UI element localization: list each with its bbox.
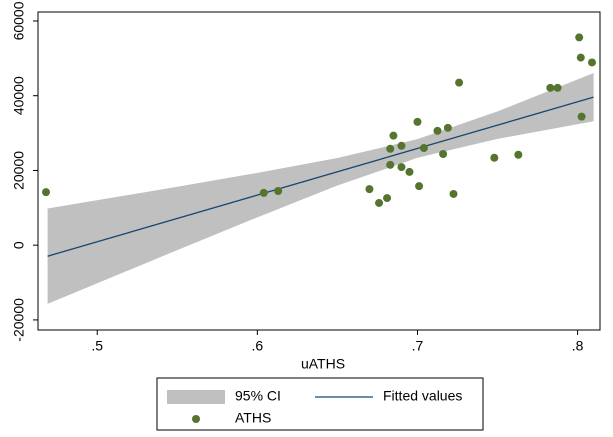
point	[386, 160, 395, 169]
point	[383, 194, 392, 203]
point	[587, 58, 596, 67]
y-tick-label: 60000	[11, 1, 27, 40]
point	[490, 153, 499, 162]
point	[42, 188, 51, 197]
legend-swatch	[192, 415, 200, 423]
point	[553, 83, 562, 92]
x-tick-label: .6	[252, 338, 264, 354]
legend-swatch	[167, 390, 225, 404]
point	[405, 167, 414, 176]
point	[449, 189, 458, 198]
point	[415, 182, 424, 191]
point	[397, 141, 406, 150]
point	[443, 123, 452, 132]
point	[386, 144, 395, 153]
x-tick-label: .7	[412, 338, 424, 354]
point	[413, 117, 422, 126]
point	[274, 186, 283, 195]
x-tick-label: .8	[572, 338, 584, 354]
y-tick-label: -20000	[11, 298, 27, 342]
ci-band	[47, 73, 594, 304]
y-tick-label: 20000	[11, 151, 27, 190]
plot-area	[37, 11, 601, 331]
point	[439, 149, 448, 158]
point	[576, 53, 585, 62]
point	[575, 33, 584, 42]
point	[546, 83, 555, 92]
point	[433, 126, 442, 135]
legend-label: ATHS	[235, 410, 271, 426]
point	[259, 188, 268, 197]
point	[419, 144, 428, 153]
x-tick-label: .5	[91, 338, 103, 354]
y-tick-label: 0	[11, 241, 27, 249]
point	[397, 163, 406, 172]
y-tick-label: 40000	[11, 76, 27, 115]
point	[389, 131, 398, 140]
legend-label: 95% CI	[235, 388, 281, 404]
point	[365, 185, 374, 194]
point	[514, 150, 523, 159]
point	[455, 78, 464, 87]
fitted-line	[47, 96, 594, 257]
point	[577, 112, 586, 121]
point	[375, 198, 384, 207]
legend-label: Fitted values	[383, 388, 462, 404]
x-axis-title: uATHS	[301, 356, 345, 372]
